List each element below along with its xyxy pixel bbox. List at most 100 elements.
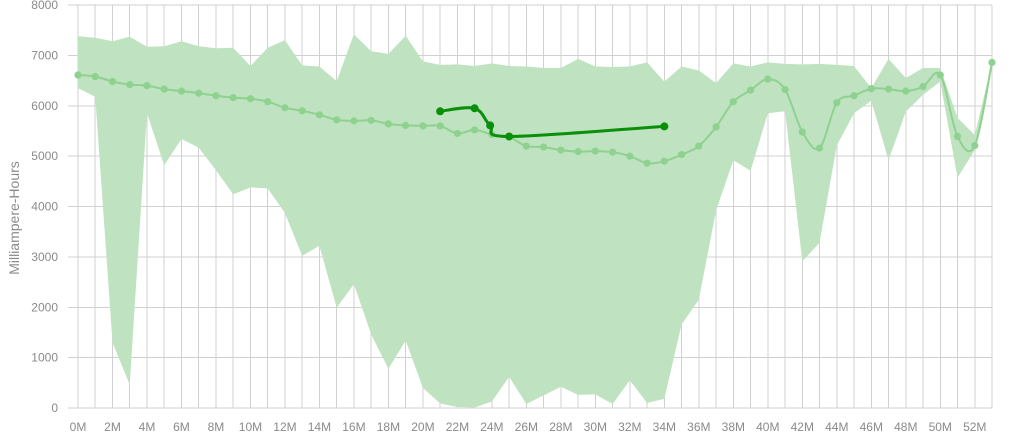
y-axis-label: Milliampere-Hours	[6, 161, 22, 275]
x-tick-label: 0M	[70, 420, 87, 434]
average-point[interactable]	[333, 116, 341, 124]
average-point[interactable]	[591, 147, 599, 155]
y-tick-label: 8000	[31, 0, 58, 12]
y-tick-label: 0	[51, 401, 58, 415]
x-tick-label: 32M	[618, 420, 641, 434]
average-point[interactable]	[108, 77, 117, 86]
average-point[interactable]	[626, 152, 634, 160]
average-point[interactable]	[419, 122, 427, 130]
average-point[interactable]	[350, 117, 358, 125]
average-point[interactable]	[402, 121, 410, 129]
average-point[interactable]	[471, 126, 479, 134]
average-point[interactable]	[936, 71, 944, 79]
device-point[interactable]	[660, 122, 669, 131]
x-tick-label: 36M	[687, 420, 710, 434]
x-tick-label: 48M	[894, 420, 917, 434]
average-point[interactable]	[712, 123, 720, 131]
x-tick-label: 52M	[963, 420, 986, 434]
x-tick-label: 20M	[411, 420, 434, 434]
y-tick-label: 4000	[31, 200, 58, 214]
device-point[interactable]	[505, 132, 514, 141]
average-point[interactable]	[74, 71, 82, 79]
x-tick-label: 34M	[653, 420, 676, 434]
average-point[interactable]	[764, 75, 772, 83]
average-point[interactable]	[643, 159, 651, 167]
x-tick-label: 46M	[860, 420, 883, 434]
x-tick-label: 10M	[239, 420, 262, 434]
average-point[interactable]	[264, 98, 272, 106]
x-tick-label: 6M	[173, 420, 190, 434]
x-tick-label: 30M	[584, 420, 607, 434]
average-point[interactable]	[281, 104, 289, 112]
average-point[interactable]	[902, 87, 910, 95]
x-tick-label: 18M	[377, 420, 400, 434]
average-point[interactable]	[298, 107, 306, 115]
average-point[interactable]	[815, 144, 824, 152]
average-point[interactable]	[660, 157, 668, 165]
average-point[interactable]	[850, 92, 858, 100]
average-point[interactable]	[867, 85, 875, 93]
average-point[interactable]	[988, 58, 996, 67]
x-tick-label: 22M	[446, 420, 469, 434]
y-tick-labels: 0 1000 2000 3000 4000 5000 6000 7000 8000	[31, 0, 58, 415]
x-tick-label: 16M	[342, 420, 365, 434]
average-point[interactable]	[367, 116, 375, 124]
average-point[interactable]	[919, 83, 927, 91]
average-point[interactable]	[453, 129, 461, 138]
y-tick-label: 1000	[31, 351, 58, 365]
y-tick-label: 2000	[31, 300, 58, 314]
x-tick-label: 24M	[480, 420, 503, 434]
x-tick-label: 2M	[104, 420, 121, 434]
average-point[interactable]	[557, 146, 565, 154]
y-tick-label: 3000	[31, 250, 58, 264]
average-points	[74, 58, 996, 167]
average-point[interactable]	[177, 87, 186, 95]
average-point[interactable]	[522, 142, 530, 150]
y-tick-label: 5000	[31, 149, 58, 163]
average-point[interactable]	[574, 147, 582, 156]
x-tick-label: 40M	[756, 420, 779, 434]
y-tick-label: 7000	[31, 48, 58, 62]
y-tick-label: 6000	[31, 99, 58, 113]
average-point[interactable]	[229, 94, 237, 102]
average-point[interactable]	[884, 85, 893, 93]
average-point[interactable]	[798, 128, 806, 136]
average-point[interactable]	[143, 82, 151, 90]
device-points	[436, 104, 669, 141]
average-point[interactable]	[91, 72, 99, 81]
x-tick-label: 4M	[139, 420, 156, 434]
average-point[interactable]	[781, 86, 789, 94]
average-point[interactable]	[315, 111, 324, 119]
x-tick-label: 28M	[549, 420, 572, 434]
average-point[interactable]	[436, 122, 444, 130]
average-point[interactable]	[160, 85, 168, 93]
average-point[interactable]	[729, 98, 737, 106]
average-point[interactable]	[246, 95, 255, 103]
device-point[interactable]	[470, 104, 479, 113]
average-point[interactable]	[212, 92, 220, 100]
device-point[interactable]	[486, 121, 495, 130]
average-point[interactable]	[695, 142, 703, 150]
x-tick-label: 12M	[273, 420, 296, 434]
average-point[interactable]	[953, 132, 962, 141]
average-point[interactable]	[540, 143, 548, 151]
x-tick-labels: 0M 2M 4M 6M 8M 10M 12M 14M 16M 18M 20M 22M 24M 26M 28M…	[70, 420, 987, 434]
device-point[interactable]	[436, 107, 445, 116]
average-point[interactable]	[195, 89, 203, 97]
average-point[interactable]	[677, 151, 686, 159]
average-point[interactable]	[609, 148, 617, 156]
x-tick-label: 8M	[208, 420, 225, 434]
average-point[interactable]	[126, 80, 134, 89]
average-point[interactable]	[746, 86, 755, 94]
x-tick-label: 14M	[308, 420, 331, 434]
average-point[interactable]	[833, 99, 841, 107]
x-tick-label: 38M	[722, 420, 745, 434]
x-tick-label: 26M	[515, 420, 538, 434]
range-band	[78, 34, 992, 408]
x-tick-label: 44M	[825, 420, 848, 434]
average-point[interactable]	[384, 120, 393, 128]
x-tick-label: 50M	[929, 420, 952, 434]
average-point[interactable]	[971, 141, 979, 150]
x-tick-label: 42M	[791, 420, 814, 434]
